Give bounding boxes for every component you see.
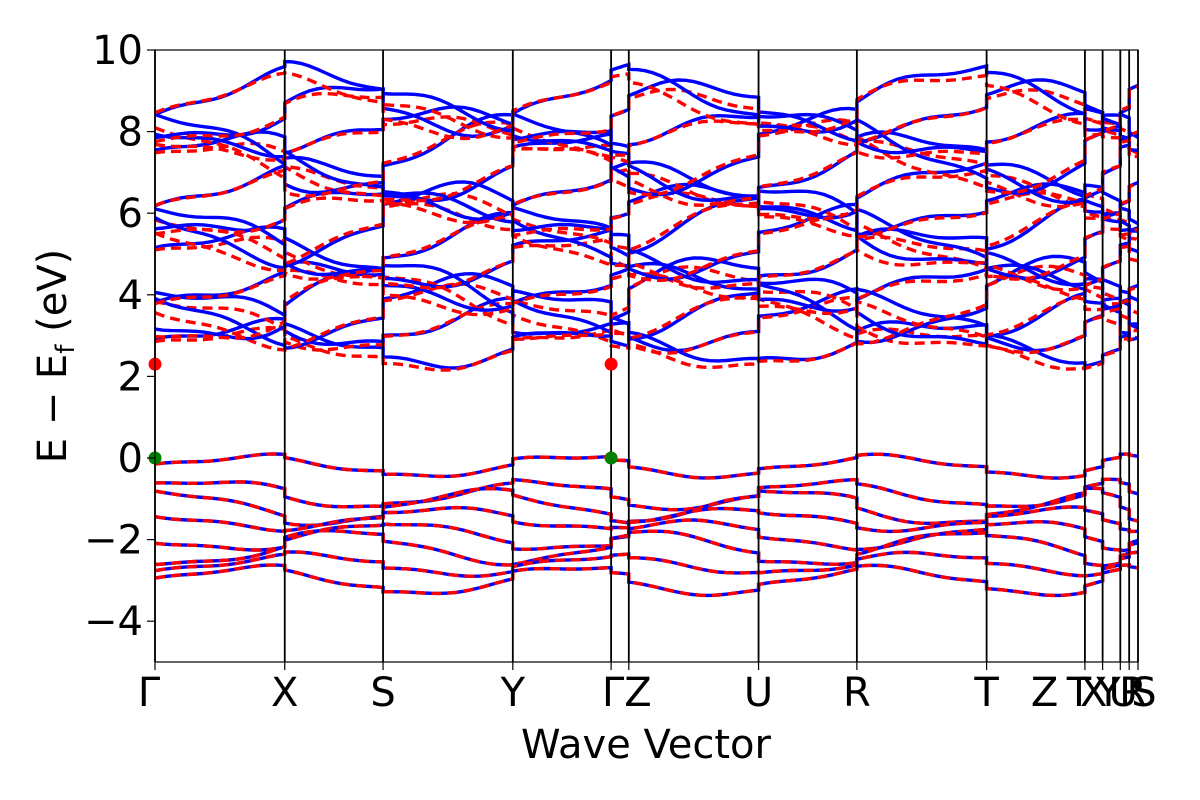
conduction-band-red bbox=[154, 268, 1139, 317]
x-tick-label: Z bbox=[1031, 670, 1058, 716]
x-tick-label: U bbox=[744, 670, 773, 716]
x-tick-label: Γ bbox=[138, 670, 161, 716]
extrema-markers bbox=[148, 357, 618, 465]
conduction-band-blue bbox=[154, 130, 1139, 205]
y-axis-label-suffix: (eV) bbox=[30, 249, 76, 345]
cbm-marker bbox=[604, 357, 618, 371]
conduction-band-red bbox=[154, 235, 1139, 292]
x-tick-label: Y bbox=[1095, 670, 1121, 716]
conduction-band-blue bbox=[154, 202, 1139, 281]
x-tick-label: T bbox=[1066, 670, 1092, 716]
conduction-band-red bbox=[154, 115, 1139, 162]
conduction-band-blue bbox=[154, 78, 1139, 144]
valence-band-red bbox=[154, 518, 1139, 553]
y-tick-label: 2 bbox=[118, 354, 143, 400]
valence-band-blue bbox=[154, 563, 1139, 598]
conduction-band-red bbox=[154, 282, 1139, 352]
valence-band-red bbox=[154, 528, 1139, 568]
y-tick-label: 0 bbox=[118, 436, 143, 482]
valence-band-blue bbox=[154, 452, 1139, 480]
x-tick-label: X bbox=[1080, 670, 1107, 716]
x-tick-label: ΓZ bbox=[602, 670, 652, 716]
y-tick-label: 10 bbox=[92, 28, 143, 74]
conduction-band-red bbox=[154, 70, 1139, 141]
valence-band-red bbox=[154, 477, 1139, 512]
conduction-band-blue bbox=[154, 105, 1139, 159]
band-lines bbox=[154, 59, 1139, 598]
y-tick-label: −2 bbox=[84, 518, 143, 564]
y-tick-label: 6 bbox=[118, 191, 143, 237]
conduction-band-red bbox=[154, 139, 1139, 209]
conduction-band-red bbox=[154, 212, 1139, 283]
valence-band-red bbox=[154, 452, 1139, 480]
x-tick-label: R bbox=[1119, 670, 1147, 716]
x-axis-label: Wave Vector bbox=[521, 722, 772, 768]
y-axis-label-prefix: E − E bbox=[30, 354, 76, 464]
conduction-band-red bbox=[154, 295, 1139, 355]
conduction-band-red bbox=[154, 191, 1139, 273]
y-axis: −4 −2 0 2 4 6 8 10 bbox=[84, 28, 155, 645]
conduction-band-red bbox=[154, 118, 1139, 198]
conduction-band-red bbox=[154, 264, 1139, 346]
x-tick-label: Y bbox=[500, 670, 526, 716]
valence-band-red bbox=[154, 505, 1139, 534]
x-tick-label: S bbox=[1131, 670, 1156, 716]
x-tick-label: R bbox=[843, 670, 871, 716]
valence-band-red bbox=[154, 563, 1139, 598]
conduction-band-blue bbox=[154, 260, 1139, 313]
y-tick-label: 4 bbox=[118, 273, 143, 319]
y-tick-label: 8 bbox=[118, 110, 143, 156]
vbm-marker bbox=[604, 451, 618, 465]
y-tick-label: −4 bbox=[84, 599, 143, 645]
conduction-band-blue bbox=[154, 316, 1138, 370]
y-axis-label: E − Ef (eV) bbox=[30, 249, 81, 464]
conduction-band-blue bbox=[154, 59, 1139, 139]
x-tick-label: T bbox=[973, 670, 999, 716]
plot-frame bbox=[154, 49, 1139, 663]
conduction-band-red bbox=[154, 87, 1139, 147]
y-axis-label-sub: f bbox=[51, 344, 81, 354]
x-tick-label: S bbox=[370, 670, 395, 716]
x-tick-label: U bbox=[1109, 670, 1138, 716]
conduction-band-red bbox=[154, 325, 1139, 372]
conduction-band-blue bbox=[154, 286, 1139, 353]
valence-band-red bbox=[154, 550, 1139, 579]
x-tick-label: X bbox=[271, 670, 298, 716]
